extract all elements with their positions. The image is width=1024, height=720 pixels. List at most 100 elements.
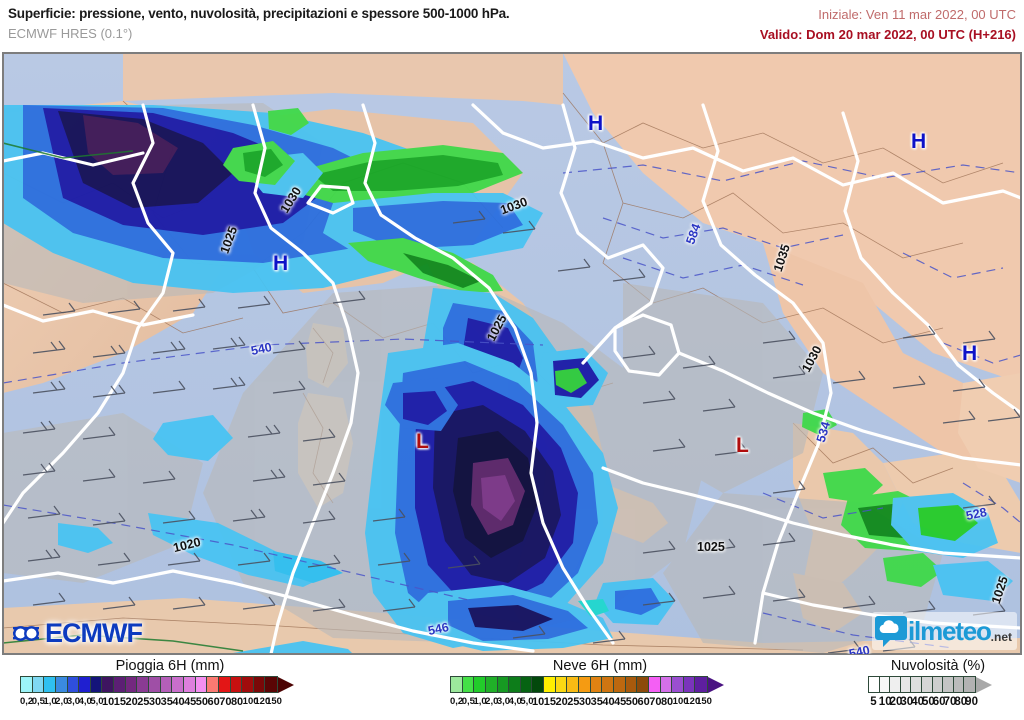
legend-rain-swatch-15 bbox=[195, 677, 208, 692]
pressure-center-h-2: H bbox=[273, 252, 289, 275]
page-title: Superficie: pressione, vento, nuvolosità… bbox=[8, 6, 510, 21]
header-bar: Superficie: pressione, vento, nuvolosità… bbox=[0, 0, 1024, 52]
legend-rain-tick-8: 15 bbox=[113, 696, 126, 708]
run-valid-time: Valido: Dom 20 mar 2022, 00 UTC (H+216) bbox=[759, 27, 1016, 42]
legend-cloud: Nuvolosità (%) 5 10 20 30 40 50 60 70 80 90 bbox=[868, 656, 1008, 711]
legend-cloud-swatch-1 bbox=[879, 677, 891, 692]
legend-snow-tick-14: 45 bbox=[614, 696, 627, 708]
run-initial-time: Iniziale: Ven 11 mar 2022, 00 UTC bbox=[818, 7, 1016, 22]
legend-cloud-tick-6: 60 bbox=[932, 696, 946, 708]
legend-snow-tick-21: 150 bbox=[696, 696, 712, 707]
legend-snow-tick-7: 10 bbox=[532, 696, 545, 708]
ilmeteo-tld: .net bbox=[990, 630, 1012, 644]
legend-rain-swatch-12 bbox=[160, 677, 173, 692]
thickness-contour-layer bbox=[3, 160, 1021, 649]
coast-accent-layer bbox=[3, 142, 244, 652]
legend-snow-tick-12: 35 bbox=[590, 696, 603, 708]
pressure-center-l-5: L bbox=[736, 434, 749, 457]
isobar-label-5: 1025 bbox=[697, 540, 725, 554]
legend-cloud-title: Nuvolosità (%) bbox=[890, 658, 986, 674]
legend-snow-swatch-6 bbox=[520, 677, 533, 692]
precipitation-layer bbox=[3, 105, 1013, 654]
ilmeteo-logo[interactable]: ilmeteo .net bbox=[872, 612, 1017, 650]
legend-cloud-swatch-3 bbox=[900, 677, 912, 692]
legend-cloud-swatch-7 bbox=[943, 677, 954, 692]
legend-rain-tick-19: 100 bbox=[242, 696, 259, 707]
legend-rain-swatch-11 bbox=[149, 677, 161, 692]
legend-snow-swatch-3 bbox=[485, 677, 498, 692]
legend-rain-colorbar bbox=[20, 676, 320, 693]
legend-rain-tick-16: 60 bbox=[207, 696, 220, 708]
legend-snow-arrow bbox=[708, 676, 724, 693]
legend-rain-tick-13: 40 bbox=[172, 696, 185, 708]
legend-cloud-swatch-5 bbox=[922, 677, 933, 692]
legend-snow-swatch-17 bbox=[648, 677, 661, 692]
legend-rain-title: Pioggia 6H (mm) bbox=[115, 658, 225, 674]
legend-rain-tick-10: 25 bbox=[137, 696, 150, 708]
legend-bar: Pioggia 6H (mm) 0,2 0,5 1,0 2,0 3,0 4,0 5,0 10 1… bbox=[0, 656, 1024, 720]
legend-snow-tick-3: 2,0 bbox=[485, 696, 499, 707]
legend-cloud-swatch-2 bbox=[890, 677, 901, 692]
legend-snow-tick-20: 120 bbox=[684, 696, 701, 707]
legend-snow-swatch-0 bbox=[451, 677, 463, 692]
legend-snow-swatch-4 bbox=[497, 677, 510, 692]
legend-snow-swatch-5 bbox=[509, 677, 521, 692]
legend-snow-tick-2: 1,0 bbox=[473, 696, 487, 707]
legend-snow-swatch-13 bbox=[602, 677, 614, 692]
legend-rain-arrow bbox=[278, 676, 294, 693]
legend-snow-tick-1: 0,5 bbox=[461, 696, 475, 707]
legend-rain-tick-2: 1,0 bbox=[43, 696, 57, 707]
legend-rain-swatch-5 bbox=[79, 677, 91, 692]
legend-snow-tick-19: 100 bbox=[672, 696, 689, 707]
legend-snow-swatch-21 bbox=[695, 677, 708, 692]
legend-rain-swatch-18 bbox=[230, 677, 243, 692]
legend-rain: Pioggia 6H (mm) 0,2 0,5 1,0 2,0 3,0 4,0 5,0 10 1… bbox=[20, 656, 320, 711]
legend-snow-swatch-15 bbox=[625, 677, 638, 692]
legend-snow-tick-16: 60 bbox=[637, 696, 650, 708]
legend-rain-swatch-13 bbox=[172, 677, 184, 692]
legend-rain-tick-14: 45 bbox=[184, 696, 197, 708]
pressure-center-l-4: L bbox=[416, 430, 429, 453]
legend-cloud-tick-3: 30 bbox=[900, 696, 914, 708]
legend-snow-tick-6: 5,0 bbox=[520, 696, 534, 707]
legend-rain-swatch-7 bbox=[102, 677, 115, 692]
legend-rain-swatch-4 bbox=[67, 677, 80, 692]
legend-snow-swatch-20 bbox=[683, 677, 696, 692]
legend-snow-tick-10: 25 bbox=[567, 696, 580, 708]
model-subtitle: ECMWF HRES (0.1°) bbox=[8, 26, 133, 41]
legend-rain-swatch-2 bbox=[44, 677, 56, 692]
legend-rain-swatches bbox=[20, 676, 278, 693]
legend-rain-tick-5: 4,0 bbox=[78, 696, 92, 707]
legend-rain-tick-18: 80 bbox=[230, 696, 244, 708]
pressure-center-h-3: H bbox=[962, 342, 978, 365]
legend-rain-swatch-3 bbox=[55, 677, 68, 692]
legend-snow-swatches bbox=[450, 676, 708, 693]
legend-rain-swatch-20 bbox=[253, 677, 266, 692]
legend-snow-tick-0: 0,2 bbox=[450, 696, 464, 707]
legend-rain-tick-20: 120 bbox=[254, 696, 271, 707]
legend-rain-tick-3: 2,0 bbox=[55, 696, 69, 707]
legend-snow-ticks: 0,2 0,5 1,0 2,0 3,0 4,0 5,0 10 15 20 25 30 35 40 45 50 6… bbox=[450, 693, 724, 711]
legend-snow-swatch-18 bbox=[660, 677, 673, 692]
legend-rain-swatch-6 bbox=[90, 677, 103, 692]
legend-snow-tick-8: 15 bbox=[543, 696, 556, 708]
legend-cloud-swatch-4 bbox=[911, 677, 923, 692]
legend-cloud-swatch-9 bbox=[964, 677, 976, 692]
legend-cloud-tick-5: 50 bbox=[921, 696, 935, 708]
legend-rain-swatch-0 bbox=[21, 677, 33, 692]
isobar-layer bbox=[3, 103, 1021, 654]
legend-cloud-tick-4: 40 bbox=[911, 696, 924, 708]
ilmeteo-wordmark: ilmeteo bbox=[908, 615, 992, 646]
legend-rain-ticks: 0,2 0,5 1,0 2,0 3,0 4,0 5,0 10 15 20 25 30 35 40 45 50 6… bbox=[20, 693, 294, 711]
legend-cloud-tick-7: 70 bbox=[943, 696, 957, 708]
pressure-center-h-1: H bbox=[911, 130, 927, 153]
legend-snow-swatch-1 bbox=[462, 677, 475, 692]
legend-snow-swatch-9 bbox=[555, 677, 568, 692]
legend-rain-tick-11: 30 bbox=[148, 696, 162, 708]
legend-rain-swatch-8 bbox=[114, 677, 126, 692]
legend-snow-swatch-10 bbox=[567, 677, 580, 692]
legend-cloud-arrow bbox=[976, 676, 992, 693]
legend-rain-tick-7: 10 bbox=[102, 696, 115, 708]
legend-snow-swatch-14 bbox=[613, 677, 626, 692]
